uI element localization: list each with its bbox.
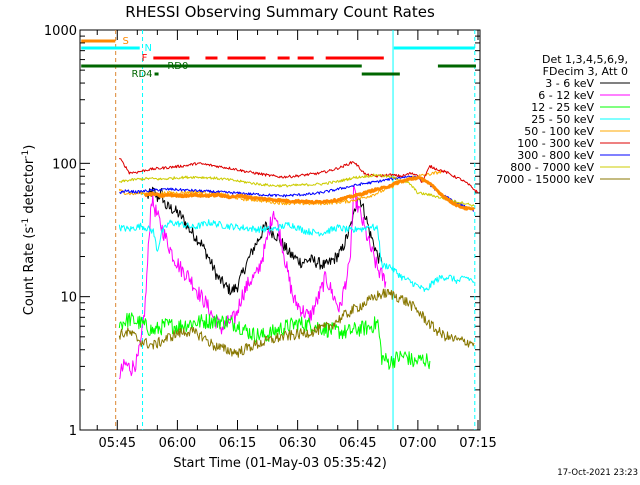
x-tick-label: 07:15 — [459, 436, 496, 451]
legend-entry-label: 3 - 6 keV — [545, 77, 594, 90]
x-tick-label: 06:30 — [279, 436, 316, 451]
x-tick-label: 06:00 — [159, 436, 196, 451]
x-tick-label: 06:45 — [339, 436, 376, 451]
legend-entry-label: 50 - 100 keV — [524, 125, 594, 138]
x-tick-label: 05:45 — [99, 436, 136, 451]
x-axis-label: Start Time (01-May-03 05:35:42) — [173, 456, 387, 471]
legend-header: Det 1,3,4,5,6,9, — [542, 53, 628, 66]
y-axis-label: Count Rate (s-1 detector-1) — [21, 145, 37, 316]
flag-label-rd4: RD4 — [132, 69, 153, 80]
flag-label-n: N — [145, 43, 152, 54]
series-line — [118, 219, 475, 292]
chart-title: RHESSI Observing Summary Count Rates — [125, 3, 435, 21]
series-line — [118, 173, 475, 207]
legend-entry-label: 300 - 800 keV — [517, 149, 594, 162]
y-label-part: ) — [22, 145, 37, 150]
series-line — [146, 186, 383, 296]
y-label-part: -1 — [21, 218, 31, 227]
legend-entry-label: 6 - 12 keV — [538, 89, 594, 102]
plot-area — [115, 30, 479, 430]
legend-entry-label: 25 - 50 keV — [531, 113, 594, 126]
legend-header: FDecim 3, Att 0 — [543, 65, 628, 78]
flag-bars-layer: S NF RD0 RD4 — [81, 36, 476, 80]
y-tick-label: 1 — [69, 424, 77, 439]
legend-entry-label: 7000 - 15000 keV — [496, 173, 594, 186]
y-tick-label: 10 — [60, 291, 77, 306]
flag-label-f: F — [142, 53, 148, 64]
y-label-part: -1 — [21, 150, 31, 159]
flag-label-s: S — [122, 36, 128, 47]
y-label-part: detector — [22, 158, 37, 218]
series-line — [118, 312, 431, 370]
x-tick-label: 07:00 — [399, 436, 436, 451]
legend-entry-label: 800 - 7000 keV — [510, 161, 594, 174]
series-line — [119, 175, 475, 212]
flag-label-rd0: RD0 — [167, 61, 188, 72]
legend-entry-label: 100 - 300 keV — [517, 137, 594, 150]
series-line — [144, 175, 476, 211]
axis-labels-layer: 1 10 100 1000 05:45 06:00 06:15 06:30 06:45 07:00… — [44, 24, 497, 451]
legend-entry-label: 12 - 25 keV — [531, 101, 594, 114]
y-label-part: Count Rate (s — [22, 227, 37, 316]
series-line — [118, 288, 475, 358]
y-tick-label: 100 — [52, 157, 77, 172]
y-tick-label: 1000 — [44, 24, 77, 39]
footer-timestamp: 17-Oct-2021 23:23 — [557, 468, 638, 478]
x-tick-label: 06:15 — [219, 436, 256, 451]
plot-frame — [79, 29, 481, 431]
legend: Det 1,3,4,5,6,9,FDecim 3, Att 03 - 6 keV… — [496, 53, 630, 186]
